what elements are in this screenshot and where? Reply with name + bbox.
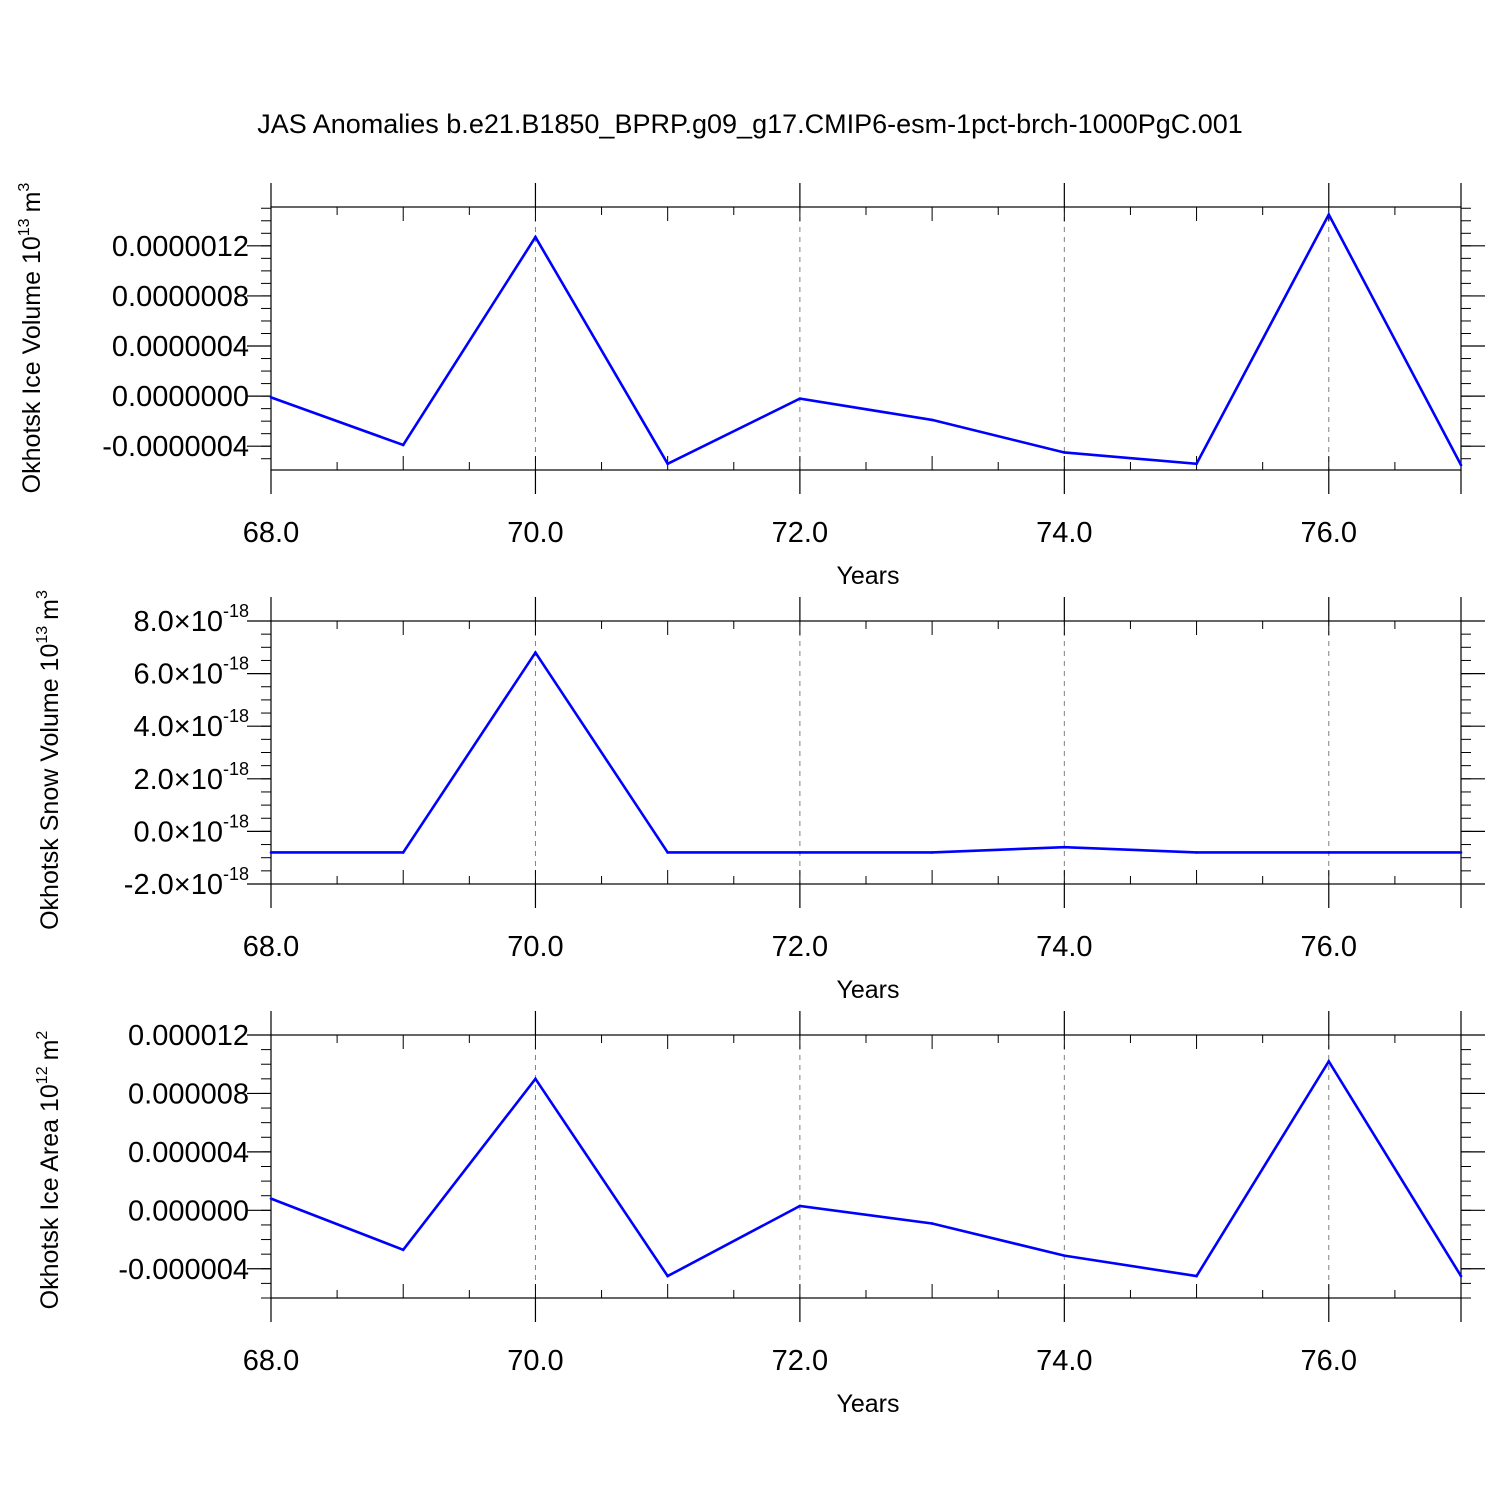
data-point [1327,213,1331,216]
y-tick-label: -0.000004 [118,1254,249,1286]
data-point [930,851,934,854]
x-tick-label: 72.0 [772,1345,828,1377]
x-tick-label: 74.0 [1036,1345,1092,1377]
data-point [269,396,273,399]
data-point [798,1204,802,1208]
x-tick-label: 68.0 [243,931,299,963]
chart-panel-1: 68.0 70.0 72.0 74.0 76.0 Years -0.0000004 0.000… [16,183,1485,590]
data-point [798,397,802,400]
data-point [1063,451,1066,454]
data-point [534,1077,537,1081]
y-tick-label: 4.0×10-18 [133,706,249,743]
x-tick-label: 72.0 [772,517,828,549]
data-point [1459,463,1463,467]
series-line [270,211,1463,466]
x-tick-label: 74.0 [1036,517,1092,549]
x-axis-label: Years [836,562,899,590]
x-tick-label: 70.0 [507,1345,563,1377]
y-tick-label: 0.0000004 [112,331,249,363]
data-point [666,1274,669,1278]
y-tick-label: 0.000008 [128,1078,249,1110]
data-point [534,235,537,239]
y-tick-label: -0.0000004 [102,431,249,463]
data-point [1195,462,1198,466]
series-line [271,650,1461,854]
data-point [1063,845,1066,849]
x-tick-label: 76.0 [1301,931,1357,963]
data-point [1195,851,1198,854]
y-tick-label: 0.000000 [128,1195,249,1227]
data-point [1459,1274,1463,1278]
chart-panel-3: 68.0 70.0 72.0 74.0 76.0 Years -0.000004 0.0000… [34,1011,1485,1418]
x-tick-label: 70.0 [507,517,563,549]
data-point [1195,1274,1198,1278]
data-point [401,443,405,447]
data-point [1327,851,1331,854]
chart-title: JAS Anomalies b.e21.B1850_BPRP.g09_g17.C… [257,109,1243,139]
y-tick-label: 0.000004 [128,1137,249,1169]
y-tick-label: 0.000012 [128,1020,249,1052]
y-tick-label: 0.0000000 [112,381,249,413]
y-tick-label: 0.0000008 [112,281,249,313]
y-tick-label: 0.0000012 [112,231,249,263]
x-tick-label: 74.0 [1036,931,1092,963]
y-tick-label: 0.0×10-18 [133,811,249,848]
data-point [1459,851,1463,854]
data-point [798,851,802,854]
y-tick-label: 8.0×10-18 [133,601,249,638]
x-tick-label: 68.0 [243,1345,299,1377]
plot-frame [270,620,1462,885]
data-point [269,851,273,854]
data-point [534,651,537,654]
x-tick-label: 72.0 [772,931,828,963]
plot-frame [270,206,1462,471]
data-point [1063,1254,1066,1257]
data-point [1327,1060,1331,1063]
x-tick-label: 76.0 [1301,1345,1357,1377]
x-tick-label: 68.0 [243,517,299,549]
chart-panel-2: 68.0 70.0 72.0 74.0 76.0 Years -2.0×10-18 0.0×1… [34,590,1485,1004]
y-axis-label: Okhotsk Snow Volume 1013m3 [34,590,64,930]
y-axis-label: Okhotsk Ice Volume 1013m3 [16,183,46,494]
x-tick-label: 70.0 [507,931,563,963]
y-tick-label: -2.0×10-18 [124,864,249,901]
y-axis-label: Okhotsk Ice Area 1012m2 [34,1031,64,1310]
data-point [930,418,934,422]
series-line [270,1058,1463,1278]
data-point [401,1248,405,1252]
plot-frame [270,1034,1462,1299]
x-axis-label: Years [836,1390,899,1418]
y-tick-label: 2.0×10-18 [133,759,249,796]
y-tick-label: 6.0×10-18 [133,654,249,691]
x-tick-label: 76.0 [1301,517,1357,549]
data-point [666,851,669,854]
data-point [269,1197,273,1200]
x-axis-label: Years [836,976,899,1004]
data-point [401,851,405,854]
data-point [666,462,669,466]
data-point [930,1222,934,1225]
